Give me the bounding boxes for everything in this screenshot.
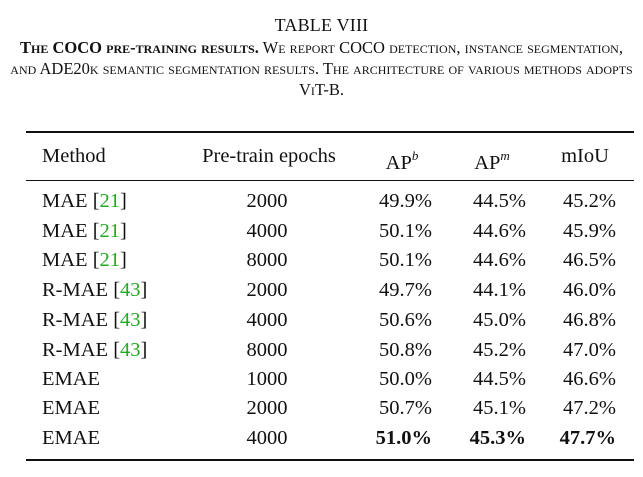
method-name: MAE [42, 190, 88, 212]
table-row: EMAE 1000 50.0% 44.5% 46.6% [26, 364, 634, 394]
ap-box-cell: 50.8% [379, 339, 432, 361]
ap-mask-cell: 45.0% [473, 309, 526, 331]
ap-mask-cell: 44.5% [473, 190, 526, 212]
ap-box-cell: 50.7% [379, 397, 432, 419]
header-ap-mask-base: AP [474, 152, 501, 174]
method-name: R-MAE [42, 279, 109, 301]
header-ap-box-sup: b [411, 148, 419, 163]
ap-mask-cell: 44.6% [473, 220, 526, 242]
method-name: EMAE [42, 397, 101, 419]
epochs-cell: 1000 [246, 368, 288, 390]
ap-box-cell: 49.7% [379, 279, 432, 301]
header-ap-mask-sup: m [500, 148, 510, 163]
method-cell: EMAE [42, 364, 100, 394]
table-row: MAE [21] 8000 50.1% 44.6% 46.5% [26, 245, 634, 275]
miou-cell: 47.2% [563, 397, 616, 419]
ap-box-cell: 50.0% [379, 368, 432, 390]
ap-mask-cell: 45.2% [473, 339, 526, 361]
epochs-cell: 2000 [246, 279, 288, 301]
method-name: MAE [42, 220, 88, 242]
miou-cell: 46.8% [563, 309, 616, 331]
table-bottom-rule [26, 459, 634, 461]
table-header-rule [26, 180, 634, 181]
epochs-cell: 4000 [246, 309, 288, 331]
method-cell: MAE [21] [42, 220, 127, 242]
ap-mask-cell-best: 45.3% [469, 427, 526, 449]
method-name: R-MAE [42, 309, 109, 331]
table-row: EMAE 4000 51.0% 45.3% 47.7% [26, 423, 634, 453]
table-caption: TABLE VIII The COCO pre-training results… [0, 14, 643, 100]
ap-mask-cell: 44.6% [473, 249, 526, 271]
method-cell: R-MAE [43] [42, 279, 148, 301]
citation-link[interactable]: 43 [120, 309, 141, 331]
header-ap-mask: APm [458, 141, 526, 178]
epochs-cell: 4000 [246, 427, 288, 449]
ap-mask-cell: 44.1% [473, 279, 526, 301]
ap-box-cell: 50.6% [379, 309, 432, 331]
table-row: MAE [21] 2000 49.9% 44.5% 45.2% [26, 186, 634, 216]
epochs-cell: 8000 [246, 249, 288, 271]
header-epochs: Pre-train epochs [202, 145, 336, 167]
table-row: R-MAE [43] 8000 50.8% 45.2% 47.0% [26, 335, 634, 365]
table-row: R-MAE [43] 4000 50.6% 45.0% 46.8% [26, 305, 634, 335]
header-method: Method [42, 145, 106, 167]
method-name: EMAE [42, 427, 101, 449]
miou-cell: 46.0% [563, 279, 616, 301]
caption-body: We report COCO detection, instance segme… [10, 38, 633, 99]
citation-link[interactable]: 43 [120, 339, 141, 361]
method-cell: R-MAE [43] [42, 339, 148, 361]
table-row: EMAE 2000 50.7% 45.1% 47.2% [26, 393, 634, 423]
method-cell: MAE [21] [42, 249, 127, 271]
miou-cell-best: 47.7% [559, 427, 616, 449]
header-miou: mIoU [561, 145, 609, 167]
table-header-row: Method Pre-train epochs APb APm mIoU [26, 141, 634, 174]
miou-cell: 46.6% [563, 368, 616, 390]
method-cell: R-MAE [43] [42, 309, 148, 331]
epochs-cell: 2000 [246, 397, 288, 419]
table-top-rule [26, 131, 634, 133]
table-row: MAE [21] 4000 50.1% 44.6% 45.9% [26, 216, 634, 246]
method-cell: EMAE [42, 393, 100, 423]
miou-cell: 46.5% [563, 249, 616, 271]
ap-box-cell: 49.9% [379, 190, 432, 212]
epochs-cell: 4000 [246, 220, 288, 242]
epochs-cell: 2000 [246, 190, 288, 212]
header-ap-box: APb [372, 141, 432, 178]
table-row: R-MAE [43] 2000 49.7% 44.1% 46.0% [26, 275, 634, 305]
method-cell: EMAE [42, 423, 100, 453]
method-cell: MAE [21] [42, 190, 127, 212]
epochs-cell: 8000 [246, 339, 288, 361]
ap-mask-cell: 45.1% [473, 397, 526, 419]
method-name: R-MAE [42, 339, 109, 361]
citation-link[interactable]: 43 [120, 279, 141, 301]
method-name: EMAE [42, 368, 101, 390]
ap-box-cell: 50.1% [379, 220, 432, 242]
ap-box-cell: 50.1% [379, 249, 432, 271]
miou-cell: 47.0% [563, 339, 616, 361]
ap-mask-cell: 44.5% [473, 368, 526, 390]
citation-link[interactable]: 21 [99, 220, 121, 242]
citation-link[interactable]: 21 [99, 249, 121, 271]
method-name: MAE [42, 249, 88, 271]
header-ap-box-base: AP [385, 152, 412, 174]
miou-cell: 45.2% [563, 190, 616, 212]
caption-lead: The COCO pre-training results. [20, 38, 259, 57]
table-number: TABLE VIII [274, 15, 369, 35]
miou-cell: 45.9% [563, 220, 616, 242]
ap-box-cell-best: 51.0% [375, 427, 432, 449]
caption-text: The COCO pre-training results. We report… [0, 37, 643, 100]
citation-link[interactable]: 21 [99, 190, 121, 212]
